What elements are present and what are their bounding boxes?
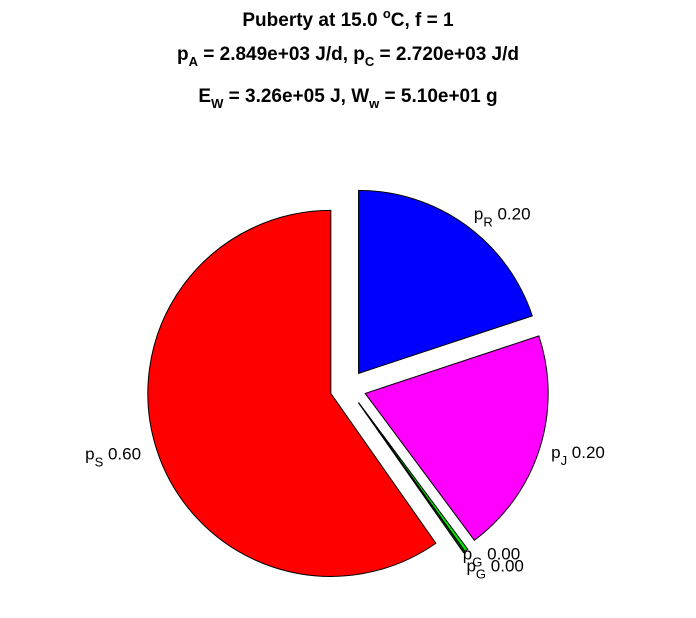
pie-slice-r-1 (358, 189, 533, 375)
pie-slice-s-0 (147, 209, 437, 577)
pie-slice-j-2 (364, 335, 549, 541)
ww-symbol: W (351, 86, 370, 107)
ww-value: = 5.10e+01 g (379, 86, 498, 107)
ww-subscript: w (369, 96, 380, 111)
slice-label-j-2: pJ 0.20 (551, 443, 605, 468)
pa-value: = 2.849e+03 J/d, (197, 44, 354, 65)
pa-symbol: p (176, 44, 189, 65)
chart-title-line-1: Puberty at 15.0 oC, f = 1 (0, 7, 696, 32)
pc-subscript: C (364, 54, 375, 69)
chart-title-line-3: EW = 3.26e+05 J, Ww = 5.10e+01 g (0, 86, 696, 111)
slice-label-g-3: pG 0.00 (463, 545, 520, 570)
slice-label-s-0: pS 0.60 (85, 444, 141, 469)
chart-title-line-2: pA = 2.849e+03 J/d, pC = 2.720e+03 J/d (0, 44, 696, 69)
degree-superscript: o (382, 6, 391, 21)
title-text: Puberty at 15.0 (242, 10, 383, 31)
ew-subscript: W (211, 96, 224, 111)
pa-subscript: A (188, 54, 198, 69)
ew-symbol: E (198, 86, 212, 107)
pc-symbol: p (353, 44, 365, 65)
slice-label-r-1: pR 0.20 (474, 205, 531, 230)
ew-value: = 3.26e+05 J, (223, 86, 352, 107)
slice-label-g-4: pG 0.00 (466, 556, 523, 581)
title-text-post: C, f = 1 (390, 10, 454, 31)
pie-slice-g-4 (357, 402, 466, 554)
pc-value: = 2.720e+03 J/d (374, 44, 520, 65)
